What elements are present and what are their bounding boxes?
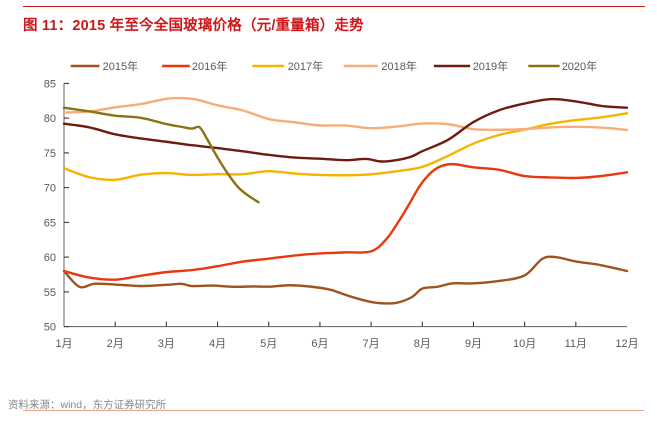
svg-text:2月: 2月 xyxy=(107,338,124,350)
svg-text:65: 65 xyxy=(44,217,56,229)
svg-text:55: 55 xyxy=(44,287,56,299)
svg-text:85: 85 xyxy=(44,78,56,90)
svg-text:60: 60 xyxy=(44,252,56,264)
svg-text:12月: 12月 xyxy=(615,338,638,350)
svg-text:1月: 1月 xyxy=(55,338,72,350)
svg-text:11月: 11月 xyxy=(565,338,587,350)
svg-text:2020年: 2020年 xyxy=(562,59,597,73)
svg-text:80: 80 xyxy=(44,113,56,125)
svg-text:3月: 3月 xyxy=(158,338,175,350)
svg-text:8月: 8月 xyxy=(414,338,431,350)
svg-text:2017年: 2017年 xyxy=(288,59,323,73)
svg-text:5月: 5月 xyxy=(260,338,277,350)
svg-text:4月: 4月 xyxy=(209,338,226,350)
svg-text:2015年: 2015年 xyxy=(103,59,138,73)
svg-text:2016年: 2016年 xyxy=(192,59,227,73)
svg-text:9月: 9月 xyxy=(465,338,482,350)
svg-text:70: 70 xyxy=(44,183,56,195)
svg-text:2019年: 2019年 xyxy=(473,59,508,73)
svg-text:6月: 6月 xyxy=(311,338,328,350)
svg-text:50: 50 xyxy=(44,322,56,334)
svg-text:10月: 10月 xyxy=(513,338,536,350)
svg-text:75: 75 xyxy=(44,148,56,160)
svg-text:7月: 7月 xyxy=(363,338,380,350)
svg-text:2018年: 2018年 xyxy=(381,59,416,73)
